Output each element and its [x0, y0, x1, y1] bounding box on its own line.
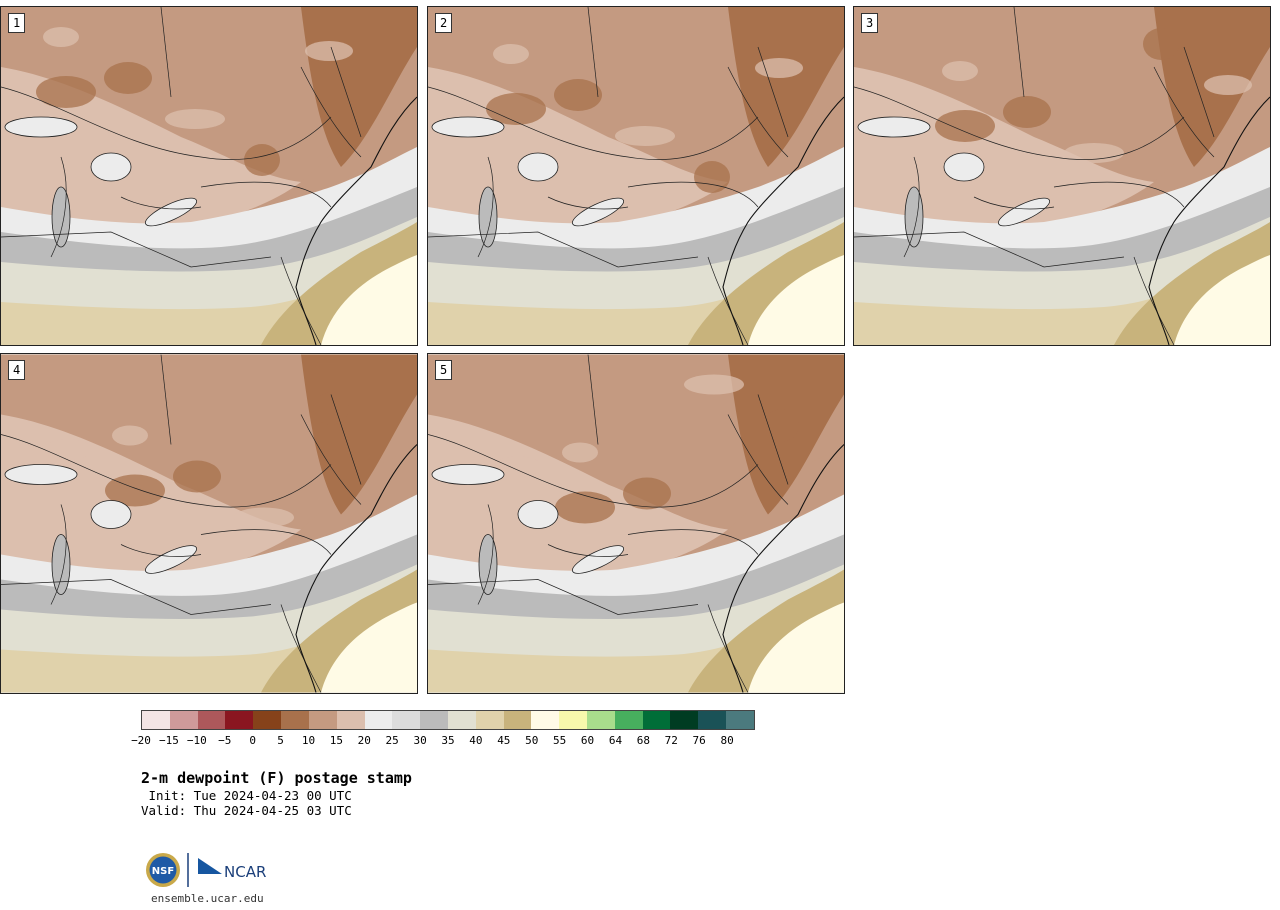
dewpoint-map-2	[428, 7, 844, 345]
colorbar-tick-label: 20	[357, 734, 371, 747]
colorbar-tick-label: 64	[608, 734, 623, 747]
dewpoint-map-4	[1, 354, 417, 693]
nsf-globe-icon	[149, 856, 177, 884]
colorbar-tick-label: 0	[249, 734, 256, 747]
colorbar-box-13	[503, 711, 532, 729]
colorbar-tick-label: −20	[131, 734, 151, 747]
colorbar-tick-label: 76	[692, 734, 706, 747]
svg-text:NSF: NSF	[152, 866, 174, 877]
colorbar-box-7	[336, 711, 365, 729]
colorbar-box-8	[364, 711, 393, 729]
colorbar-box-6	[308, 711, 337, 729]
dewpoint-map-5	[428, 354, 844, 693]
colorbar-box-2	[197, 711, 226, 729]
member-panel-1: 1	[0, 6, 418, 346]
colorbar-tick-label: 10	[301, 734, 316, 747]
colorbar-box-9	[392, 711, 421, 729]
member-label-4: 4	[8, 360, 26, 380]
dewpoint-map-3	[854, 7, 1270, 345]
member-label-5: 5	[435, 360, 453, 380]
dewpoint-colorbar	[141, 710, 755, 730]
colorbar-box-0	[142, 711, 170, 729]
colorbar-tick-label: 55	[553, 734, 567, 747]
colorbar-box-20	[698, 711, 727, 729]
site-url: ensemble.ucar.edu	[151, 892, 264, 905]
colorbar-box-18	[642, 711, 671, 729]
colorbar-box-15	[559, 711, 587, 729]
colorbar-tick-label: 50	[525, 734, 539, 747]
init-time: Init: Tue 2024-04-23 00 UTC	[141, 788, 352, 803]
colorbar-tick-label: 35	[441, 734, 455, 747]
member-label-3: 3	[861, 13, 879, 33]
colorbar-box-5	[281, 711, 309, 729]
valid-time: Valid: Thu 2024-04-25 03 UTC	[141, 803, 352, 818]
title-block: 2-m dewpoint (F) postage stamp Init: Tue…	[141, 769, 412, 818]
colorbar-box-11	[447, 711, 476, 729]
dewpoint-map-1	[1, 7, 417, 345]
colorbar-tick-label: 5	[277, 734, 284, 747]
colorbar-tick-label: 40	[469, 734, 483, 747]
svg-text:NCAR: NCAR	[224, 863, 266, 881]
member-label-2: 2	[435, 13, 453, 33]
colorbar-tick-label: 60	[580, 734, 595, 747]
colorbar-box-1	[169, 711, 198, 729]
ncar-logo-icon	[198, 858, 222, 874]
nsf-ncar-logo: NSF NCAR	[144, 850, 274, 890]
colorbar-tick-label: 25	[385, 734, 399, 747]
colorbar-tick-label: 68	[636, 734, 650, 747]
colorbar-box-19	[670, 711, 699, 729]
colorbar-tick-label: −5	[218, 734, 232, 747]
colorbar-box-21	[726, 711, 754, 729]
colorbar-box-12	[475, 711, 504, 729]
colorbar-box-10	[420, 711, 448, 729]
member-panel-3: 3	[853, 6, 1271, 346]
colorbar-tick-label: −10	[186, 734, 207, 747]
member-panel-5: 5	[427, 353, 845, 694]
member-label-1: 1	[8, 13, 26, 33]
colorbar-tick-label: 15	[329, 734, 343, 747]
colorbar-tick-label: 45	[497, 734, 511, 747]
colorbar-tick-labels: −20 −15 −10 −5 0 5 10 15 20 25 30 35 40 45 50 55 60 64 68 7…	[131, 734, 755, 748]
colorbar-box-14	[531, 711, 560, 729]
colorbar-tick-label: 72	[664, 734, 678, 747]
member-panel-2: 2	[427, 6, 845, 346]
plot-title: 2-m dewpoint (F) postage stamp	[141, 769, 412, 787]
colorbar-tick-label: 80	[720, 734, 734, 747]
colorbar-box-3	[225, 711, 254, 729]
colorbar-box-17	[614, 711, 643, 729]
colorbar-tick-label: 30	[413, 734, 427, 747]
member-panel-4: 4	[0, 353, 418, 694]
colorbar-box-16	[587, 711, 615, 729]
colorbar-tick-label: −15	[158, 734, 179, 747]
colorbar-box-4	[253, 711, 282, 729]
